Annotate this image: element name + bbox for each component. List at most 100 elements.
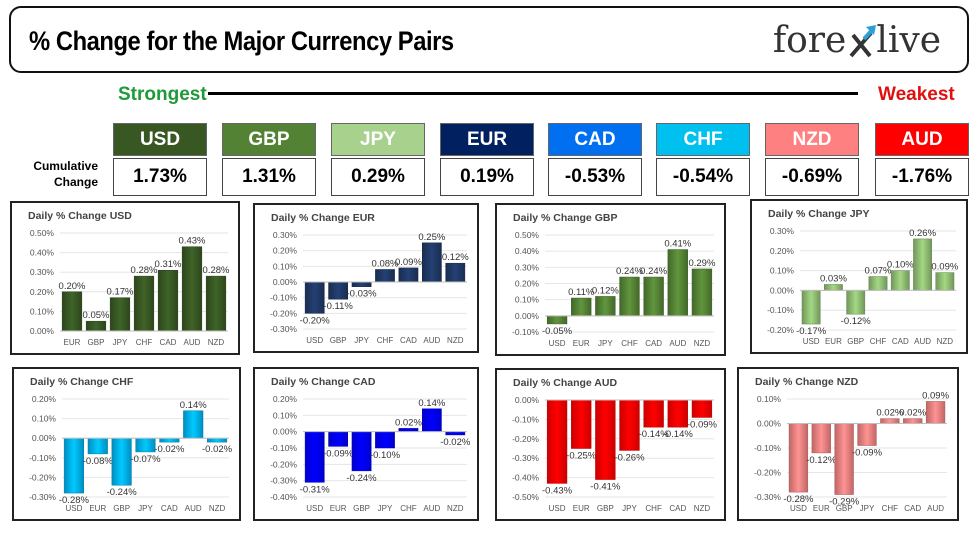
y-tick-label: 0.00% [757,419,782,429]
y-tick-label: 0.10% [515,295,540,305]
currency-code: USD [113,123,207,156]
data-label: 0.12% [442,252,469,263]
bar-chf [375,269,395,283]
currency-tile-chf: CHF -0.54% [656,123,750,196]
chart-title: Daily % Change GBP [513,212,617,224]
data-label: -0.02% [154,444,185,455]
currency-tile-usd: USD 1.73% [113,123,207,196]
currency-code: EUR [440,123,534,156]
x-tick-label: GBP [597,504,614,513]
y-tick-label: 0.30% [30,267,55,277]
x-tick-label: CAD [161,504,178,513]
x-tick-label: AUD [927,504,944,513]
data-label: 0.25% [418,232,445,243]
page-title: % Change for the Major Currency Pairs [29,26,454,56]
strongest-label: Strongest [118,84,207,105]
bar-gbp [595,399,616,480]
x-tick-label: NZD [694,504,711,513]
data-label: 0.24% [640,266,667,277]
data-label: 0.28% [131,265,158,276]
x-tick-label: GBP [847,337,864,346]
bar-chf [133,275,155,332]
y-tick-label: -0.30% [512,453,539,463]
currency-tile-jpy: JPY 0.29% [331,123,425,196]
currency-code: AUD [875,123,969,156]
cumulative-value: -0.54% [656,158,750,196]
data-label: -0.29% [829,497,860,508]
chart-title: Daily % Change JPY [768,208,870,220]
currency-code: JPY [331,123,425,156]
data-label: -0.09% [687,419,718,430]
y-tick-label: -0.40% [270,492,297,502]
x-tick-label: CHF [400,504,417,513]
chart-panel-jpy: Daily % Change JPY -0.20% -0.10% 0.00% 0.10%… [750,199,968,354]
bar-aud [422,408,442,432]
chart-panel-chf: Daily % Change CHF -0.30% -0.20% -0.10% 0.00… [12,367,241,521]
data-label: 0.17% [107,287,134,298]
x-tick-label: AUD [669,339,686,348]
y-tick-label: -0.20% [29,472,56,482]
data-label: 0.09% [931,262,958,273]
y-tick-label: 0.00% [515,311,540,321]
x-tick-label: AUD [423,504,440,513]
x-tick-label: USD [306,336,323,345]
bar-nzd [207,437,228,443]
x-tick-label: EUR [330,504,347,513]
data-label: 0.14% [418,398,445,409]
cumulative-change-label: Cumulative Change [33,159,98,189]
bar-cad [903,418,923,424]
data-label: -0.02% [440,437,471,448]
bar-cad [667,399,688,428]
data-label: 0.24% [616,266,643,277]
bar-usd [304,281,325,314]
bar-gbp [111,437,132,486]
x-tick-label: CHF [621,339,638,348]
bar-usd [546,315,568,325]
bar-aud [181,246,203,332]
y-tick-label: -0.40% [512,473,539,483]
y-tick-label: 0.00% [515,395,540,405]
currency-code: NZD [765,123,859,156]
cumulative-value: 0.19% [440,158,534,196]
data-label: -0.03% [347,289,378,300]
y-tick-label: 0.10% [30,306,55,316]
x-tick-label: CHF [136,338,153,347]
data-label: -0.31% [300,484,331,495]
x-tick-label: USD [549,339,566,348]
y-tick-label: 0.30% [273,230,298,240]
x-tick-label: AUD [185,504,202,513]
x-tick-label: NZD [694,339,711,348]
bar-usd [63,437,84,494]
chart-usd: Daily % Change USD 0.00% 0.10% 0.20% 0.30% 0.… [28,210,230,347]
chart-chf: Daily % Change CHF -0.30% -0.20% -0.10% 0.00… [29,376,233,513]
bar-jpy [857,423,877,446]
data-label: 0.10% [887,260,914,271]
bar-usd [801,290,821,325]
chart-title: Daily % Change AUD [513,377,617,389]
data-label: -0.28% [783,494,814,505]
y-tick-label: 0.40% [515,246,540,256]
chart-title: Daily % Change EUR [271,212,375,224]
x-tick-label: USD [306,504,323,513]
data-label: 0.02% [899,408,926,419]
data-label: -0.08% [83,456,114,467]
y-tick-label: 0.00% [30,326,55,336]
x-tick-label: AUD [423,336,440,345]
chart-aud: Daily % Change AUD -0.50% -0.40% -0.30% -0.2… [512,377,718,513]
cumulative-value: -0.69% [765,158,859,196]
y-tick-label: -0.10% [270,443,297,453]
bar-cad [398,267,419,283]
chart-panel-nzd: Daily % Change NZD -0.30% -0.20% -0.10% 0.00… [737,367,959,521]
data-label: 0.31% [155,259,182,270]
bar-nzd [205,275,227,332]
y-tick-label: -0.20% [270,459,297,469]
data-label: 0.28% [203,265,230,276]
data-label: -0.02% [202,444,233,455]
data-label: 0.02% [876,408,903,419]
y-tick-label: 0.00% [32,433,57,443]
currency-code: CAD [548,123,642,156]
data-label: 0.02% [395,417,422,428]
x-tick-label: JPY [138,504,153,513]
x-tick-label: JPY [622,504,637,513]
bar-jpy [135,437,156,453]
